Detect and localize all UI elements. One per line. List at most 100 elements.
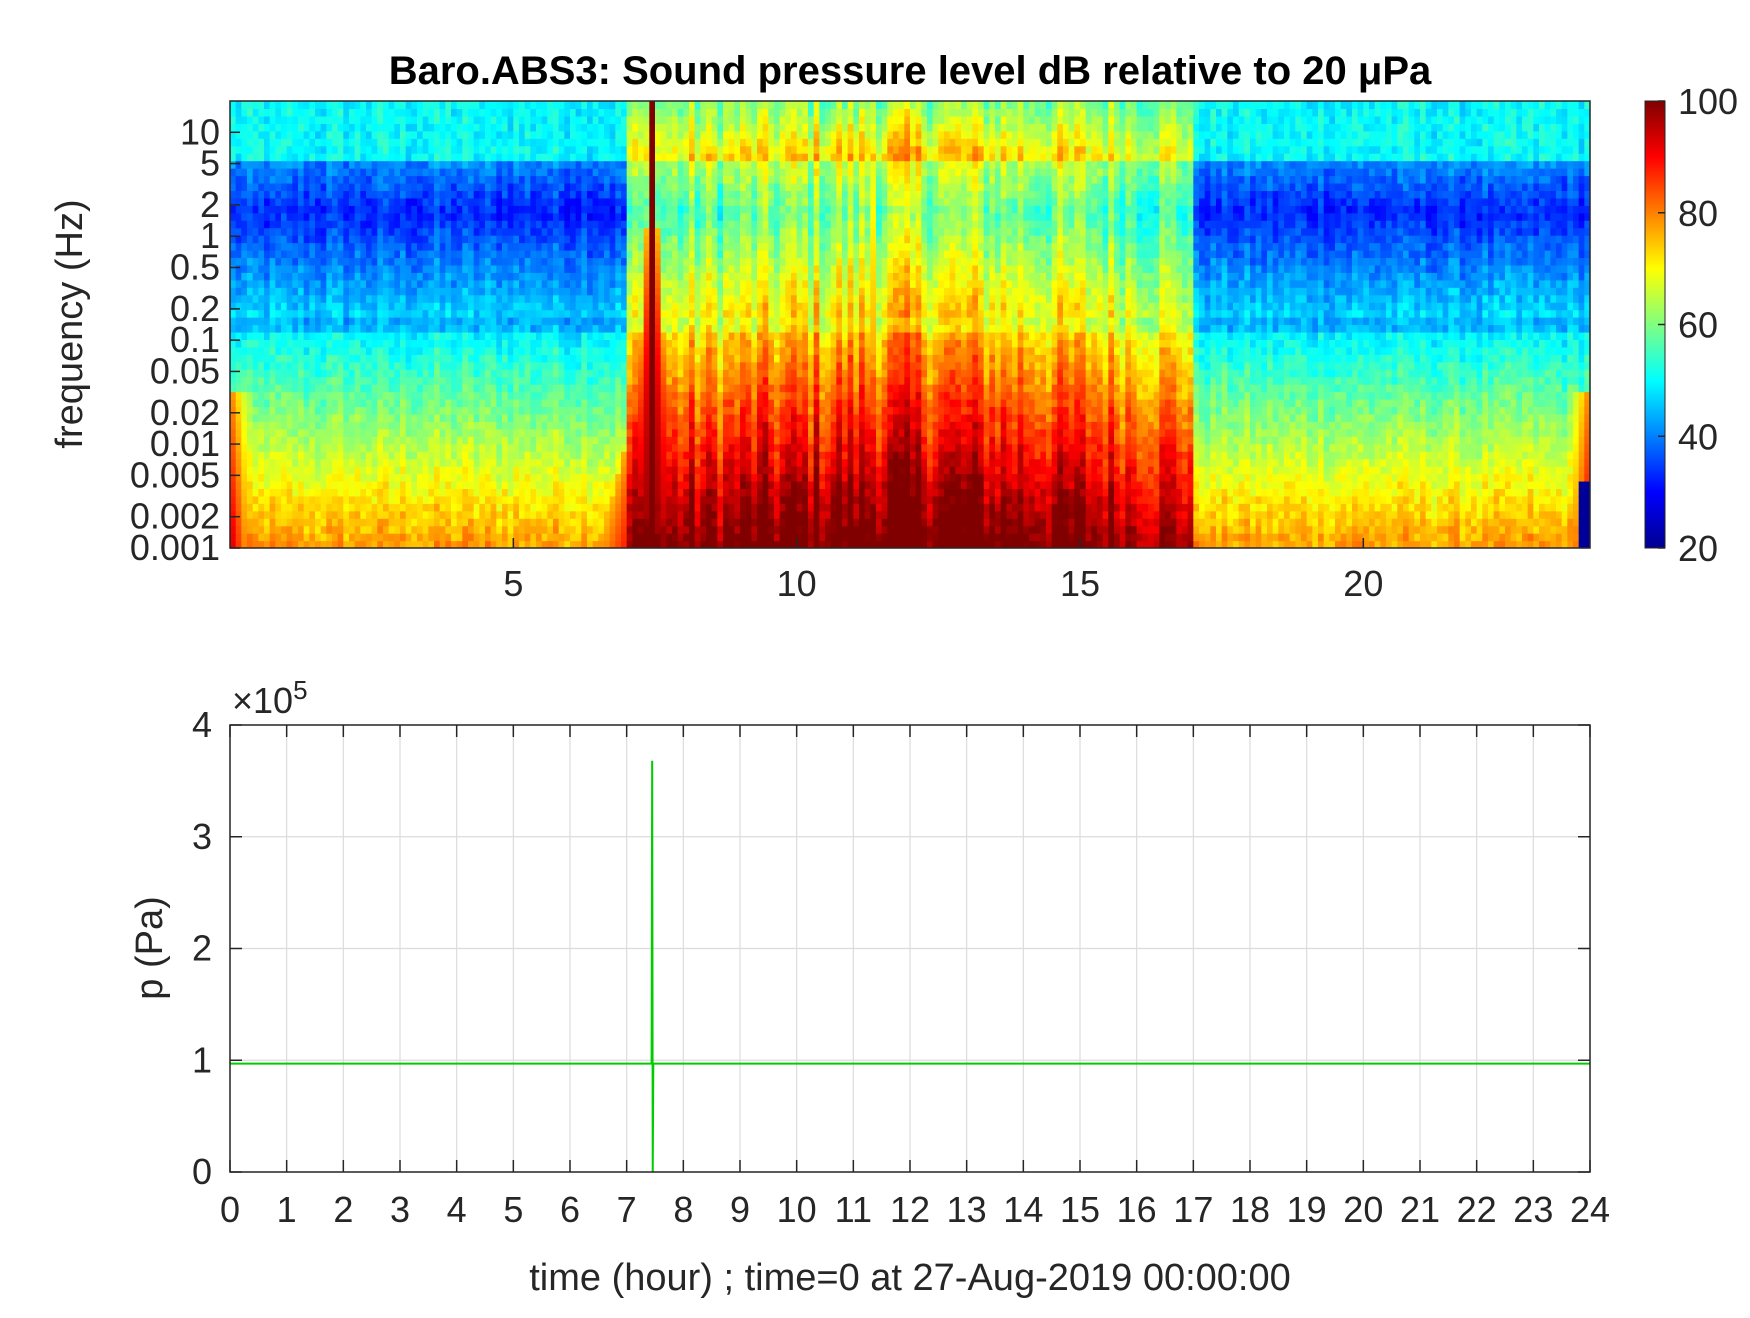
spectrogram-cell bbox=[524, 197, 531, 206]
spectrogram-cell bbox=[264, 190, 271, 199]
spectrogram-cell bbox=[405, 488, 412, 497]
spectrogram-cell bbox=[479, 168, 486, 177]
spectrogram-cell bbox=[547, 242, 554, 251]
spectrogram-cell bbox=[632, 160, 639, 169]
spectrogram-cell bbox=[434, 101, 441, 110]
spectrogram-cell bbox=[309, 182, 316, 191]
spectrogram-image bbox=[230, 101, 1590, 548]
spectrogram-cell bbox=[649, 279, 656, 288]
spectrogram-cell bbox=[349, 421, 356, 430]
spectrogram-cell bbox=[660, 369, 667, 378]
spectrogram-cell bbox=[507, 443, 514, 452]
spectrogram-cell bbox=[626, 220, 633, 229]
spectrogram-cell bbox=[235, 272, 242, 281]
spectrogram-cell bbox=[434, 294, 441, 303]
spectrogram-cell bbox=[513, 324, 520, 333]
spectrogram-cell bbox=[462, 443, 469, 452]
spectrogram-cell bbox=[570, 354, 577, 363]
spectrogram-cell bbox=[315, 160, 322, 169]
spectrogram-cell bbox=[298, 339, 305, 348]
spectrogram-cell bbox=[575, 220, 582, 229]
spectrogram-cell bbox=[564, 272, 571, 281]
spectrogram-cell bbox=[666, 257, 673, 266]
spectrogram-cell bbox=[541, 257, 548, 266]
spectrogram-cell bbox=[405, 212, 412, 221]
spectrogram-cell bbox=[309, 540, 316, 548]
spectrogram-cell bbox=[337, 503, 344, 512]
spectrogram-cell bbox=[439, 376, 446, 385]
spectrogram-cell bbox=[247, 331, 254, 340]
spectrogram-cell bbox=[377, 250, 384, 259]
spectrogram-cell bbox=[247, 510, 254, 519]
spectrogram-cell bbox=[377, 257, 384, 266]
spectrogram-cell bbox=[524, 175, 531, 184]
spectrogram-cell bbox=[354, 123, 361, 132]
spectrogram-cell bbox=[411, 458, 418, 467]
spectrogram-cell bbox=[315, 480, 322, 489]
spectrogram-cell bbox=[371, 451, 378, 460]
spectrogram-cell bbox=[541, 324, 548, 333]
spectrogram-cell bbox=[388, 264, 395, 273]
spectrogram-cell bbox=[405, 369, 412, 378]
spectrogram-cell bbox=[439, 428, 446, 437]
spectrogram-cell bbox=[592, 413, 599, 422]
spectrogram-cell bbox=[422, 458, 429, 467]
spectrogram-cell bbox=[541, 227, 548, 236]
spectrogram-cell bbox=[513, 250, 520, 259]
spectrogram-cell bbox=[655, 309, 662, 318]
spectrogram-cell bbox=[694, 168, 701, 177]
spectrogram-cell bbox=[366, 495, 373, 504]
spectrogram-cell bbox=[490, 339, 497, 348]
spectrogram-cell bbox=[456, 406, 463, 415]
spectrogram-cell bbox=[649, 399, 656, 408]
spectrogram-cell bbox=[570, 220, 577, 229]
spectrogram-cell bbox=[632, 354, 639, 363]
spectrogram-cell bbox=[672, 339, 679, 348]
spectrogram-cell bbox=[281, 540, 288, 548]
spectrogram-cell bbox=[383, 168, 390, 177]
spectrogram-cell bbox=[490, 197, 497, 206]
spectrogram-cell bbox=[315, 488, 322, 497]
spectrogram-cell bbox=[394, 130, 401, 139]
spectrogram-cell bbox=[343, 115, 350, 124]
spectrogram-cell bbox=[360, 451, 367, 460]
spectrogram-cell bbox=[570, 488, 577, 497]
spectrogram-cell bbox=[677, 510, 684, 519]
spectrogram-cell bbox=[468, 406, 475, 415]
spectrogram-cell bbox=[490, 399, 497, 408]
spectrogram-cell bbox=[349, 413, 356, 422]
spectrogram-cell bbox=[519, 361, 526, 370]
spectrogram-cell bbox=[513, 205, 520, 214]
spectrogram-cell bbox=[558, 406, 565, 415]
spectrogram-cell bbox=[456, 197, 463, 206]
spectrogram-cell bbox=[394, 413, 401, 422]
spectrogram-cell bbox=[609, 361, 616, 370]
spectrogram-cell bbox=[275, 108, 282, 117]
spectrogram-cell bbox=[536, 331, 543, 340]
spectrogram-cell bbox=[383, 525, 390, 534]
spectrogram-cell bbox=[320, 294, 327, 303]
spectrogram-cell bbox=[462, 101, 469, 110]
spectrogram-cell bbox=[462, 264, 469, 273]
spectrogram-cell bbox=[666, 413, 673, 422]
spectrogram-cell bbox=[638, 361, 645, 370]
spectrogram-cell bbox=[400, 480, 407, 489]
spectrogram-cell bbox=[638, 510, 645, 519]
spectrogram-cell bbox=[473, 480, 480, 489]
spectrogram-cell bbox=[507, 309, 514, 318]
spectrogram-cell bbox=[598, 264, 605, 273]
spectrogram-cell bbox=[360, 138, 367, 147]
spectrogram-cell bbox=[626, 451, 633, 460]
spectrogram-cell bbox=[264, 473, 271, 482]
spectrogram-cell bbox=[575, 413, 582, 422]
spectrogram-cell bbox=[230, 339, 237, 348]
spectrogram-cell bbox=[258, 302, 265, 311]
spectrogram-cell bbox=[388, 443, 395, 452]
spectrogram-cell bbox=[666, 376, 673, 385]
spectrogram-cell bbox=[405, 413, 412, 422]
spectrogram-cell bbox=[343, 443, 350, 452]
spectrogram-cell bbox=[275, 197, 282, 206]
spectrogram-cell bbox=[434, 205, 441, 214]
spectrogram-cell bbox=[581, 227, 588, 236]
spectrogram-cell bbox=[643, 190, 650, 199]
